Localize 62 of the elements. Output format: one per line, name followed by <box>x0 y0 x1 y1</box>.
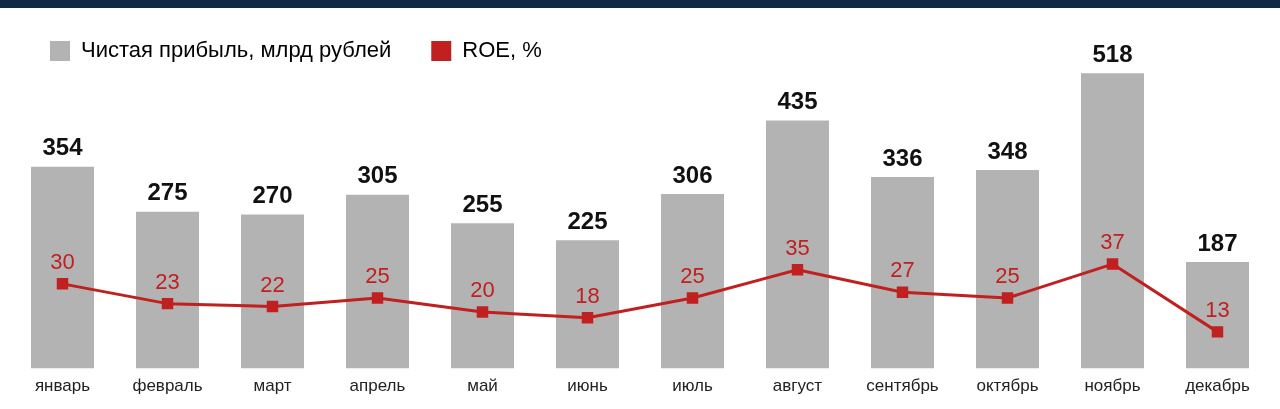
x-tick-label: февраль <box>132 376 203 396</box>
point <box>371 292 384 304</box>
legend-label: ROE, % <box>462 37 542 63</box>
data-label: 25 <box>995 263 1020 289</box>
data-label: 37 <box>1100 229 1125 255</box>
data-label: 25 <box>365 263 390 289</box>
bar <box>31 166 94 369</box>
bar <box>766 120 829 369</box>
point <box>266 300 279 313</box>
data-label: 20 <box>470 277 495 303</box>
data-label: 187 <box>1197 228 1238 256</box>
data-label: 348 <box>987 136 1028 164</box>
bar <box>871 176 934 369</box>
bar <box>1186 261 1249 369</box>
legend-label: Чистая прибыль, млрд рублей <box>81 37 392 63</box>
point <box>1106 258 1119 270</box>
data-label: 22 <box>260 271 285 297</box>
bar <box>241 214 304 369</box>
x-tick-label: март <box>253 376 292 396</box>
x-tick-label: июнь <box>567 376 608 396</box>
point <box>686 292 699 304</box>
point <box>56 278 69 290</box>
data-label: 354 <box>42 133 84 161</box>
bar <box>556 240 619 369</box>
point <box>581 312 594 324</box>
x-tick-label: октябрь <box>976 376 1039 396</box>
x-tick-label: декабрь <box>1185 376 1250 396</box>
point <box>896 286 909 299</box>
data-label: 13 <box>1205 296 1230 322</box>
data-label: 23 <box>155 268 180 294</box>
bar <box>136 211 199 369</box>
bar <box>976 170 1039 369</box>
x-tick-label: август <box>772 376 823 396</box>
data-label: 275 <box>147 178 188 206</box>
data-label: 435 <box>777 87 818 115</box>
x-tick-label: ноябрь <box>1084 376 1141 396</box>
data-label: 225 <box>567 206 608 234</box>
point <box>791 263 804 276</box>
data-label: 336 <box>882 143 923 171</box>
x-tick-label: июль <box>672 376 713 396</box>
point <box>476 306 489 318</box>
x-tick-label: январь <box>34 376 91 396</box>
bar <box>451 223 514 369</box>
data-label: 27 <box>890 257 915 283</box>
point <box>161 297 174 310</box>
data-label: 518 <box>1092 39 1133 67</box>
x-tick-label: сентябрь <box>866 376 939 396</box>
point <box>1211 326 1224 338</box>
point <box>1001 292 1014 304</box>
x-tick-label: апрель <box>349 376 406 396</box>
x-tick-label: май <box>467 376 498 396</box>
data-label: 25 <box>680 263 705 289</box>
data-label: 18 <box>575 282 600 308</box>
data-label: 305 <box>357 161 398 189</box>
bar <box>346 194 409 369</box>
data-label: 30 <box>50 248 75 274</box>
bar <box>1081 73 1144 369</box>
data-label: 306 <box>672 160 713 188</box>
bar <box>661 194 724 369</box>
data-label: 35 <box>785 234 810 260</box>
data-label: 270 <box>252 181 293 209</box>
data-label: 255 <box>462 189 503 217</box>
